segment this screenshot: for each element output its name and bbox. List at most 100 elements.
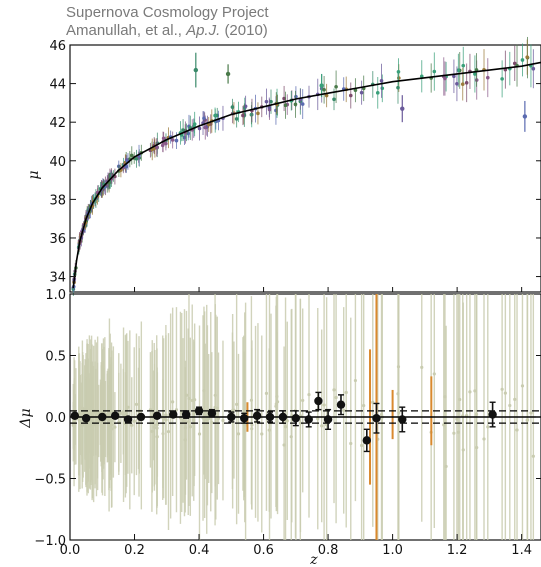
binned-point (291, 414, 301, 423)
sample-point (264, 99, 269, 104)
residual-point (349, 441, 353, 446)
residual-point (432, 372, 436, 376)
residual-point (307, 392, 311, 397)
binned-point (265, 412, 275, 422)
x-tick-label: 0.4 (189, 543, 210, 558)
y-tick-label: 34 (49, 271, 66, 286)
outlier-point (400, 106, 405, 111)
sample-point (464, 81, 469, 85)
sample-point (170, 138, 175, 142)
residual-point (334, 395, 338, 400)
figure-header: Supernova Cosmology Project Amanullah, e… (66, 4, 269, 40)
sample-point (134, 157, 139, 161)
residual-point (503, 391, 507, 395)
binned-point (110, 411, 120, 420)
sample-point (155, 145, 159, 149)
residual-point (236, 432, 241, 436)
residual-point (482, 437, 486, 441)
residual-point (134, 402, 139, 406)
y-tick-label: −0.5 (34, 473, 66, 488)
sample-point (452, 74, 456, 79)
residual-point (121, 410, 125, 414)
binned-point (70, 411, 80, 420)
sample-point (348, 93, 353, 98)
sample-point (164, 141, 168, 146)
residual-point (332, 388, 336, 392)
binned-point (123, 415, 133, 424)
residual-point (529, 411, 533, 415)
binned-point (278, 412, 288, 422)
sample-point (241, 113, 245, 118)
sample-point (256, 111, 260, 116)
sample-point (300, 102, 305, 106)
y-tick-label: 0.5 (45, 350, 66, 365)
residual-point (166, 430, 171, 434)
y-tick-label: 1.0 (45, 288, 66, 303)
x-tick-label: 0.8 (318, 543, 339, 558)
upper-plot-frame (69, 44, 541, 293)
residual-point (515, 428, 519, 432)
sample-point (282, 96, 286, 101)
residual-point (275, 394, 279, 399)
y-tick-label: 40 (49, 155, 66, 170)
sample-point (124, 164, 129, 169)
sample-point (500, 77, 504, 81)
residual-point (193, 398, 197, 402)
sample-point (213, 113, 217, 118)
residual-point (344, 390, 348, 395)
sample-point (396, 69, 401, 74)
sample-point (161, 136, 166, 141)
citation-journal: Ap.J. (186, 22, 221, 39)
binned-point (398, 415, 407, 424)
sample-point (230, 105, 235, 109)
sample-point (174, 138, 179, 143)
residual-point (113, 425, 117, 429)
y-axis-label: μ (26, 170, 42, 179)
sample-point (197, 126, 202, 131)
y-tick-label: 38 (49, 193, 66, 208)
residual-point (78, 423, 82, 427)
sample-point (512, 61, 517, 66)
binned-point (136, 412, 146, 422)
outlier-point (319, 83, 324, 88)
binned-point (181, 410, 191, 419)
binned-point (207, 409, 217, 418)
residual-point (360, 443, 364, 448)
residual-point (513, 397, 517, 401)
residual-point (188, 425, 192, 429)
residual-point (320, 424, 324, 428)
binned-point (81, 414, 91, 423)
residual-point (500, 387, 504, 391)
residual-point (260, 432, 264, 436)
residual-point (197, 432, 202, 436)
binned-point (372, 414, 381, 423)
binned-point (488, 410, 497, 419)
binned-point (252, 411, 262, 420)
sample-point (359, 90, 364, 95)
sample-point (419, 74, 424, 79)
sample-point (461, 63, 466, 68)
residual-point (474, 412, 479, 417)
outlier-point (225, 71, 231, 77)
residual-point (443, 395, 447, 399)
y-tick-label: 44 (49, 78, 66, 93)
sample-point (129, 153, 134, 158)
outlier-point (522, 114, 528, 119)
residual-point (130, 423, 134, 427)
residuals-panel: −1.0 −0.5 0.0 0.5 1.0 0.0 0.2 0.4 0.6 0.8 1.0 1.2 1.… (18, 288, 541, 567)
residual-point (107, 417, 111, 421)
y-tick-label: −1.0 (34, 534, 66, 549)
residual-point (508, 403, 512, 408)
binned-point (336, 400, 346, 409)
y-tick-label: 46 (49, 39, 66, 54)
binned-point (98, 412, 107, 422)
model-curve (72, 61, 541, 289)
residual-point (301, 398, 305, 403)
residual-point (396, 365, 401, 369)
residual-point (132, 419, 136, 423)
residual-point (102, 404, 106, 408)
x-tick-label: 1.2 (447, 543, 468, 558)
x-tick-label: 0.6 (253, 543, 274, 558)
x-tick-label: 1.4 (511, 543, 532, 558)
